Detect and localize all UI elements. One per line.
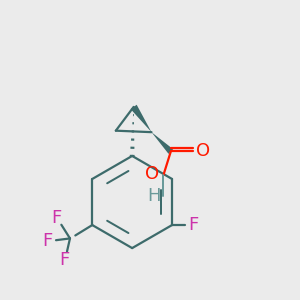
Text: F: F bbox=[59, 251, 69, 269]
Text: H: H bbox=[147, 187, 160, 205]
Text: F: F bbox=[188, 216, 199, 234]
Polygon shape bbox=[130, 105, 152, 132]
Text: F: F bbox=[52, 209, 62, 227]
Polygon shape bbox=[152, 132, 173, 154]
Text: F: F bbox=[43, 232, 53, 250]
Text: O: O bbox=[196, 142, 210, 160]
Text: O: O bbox=[146, 165, 160, 183]
